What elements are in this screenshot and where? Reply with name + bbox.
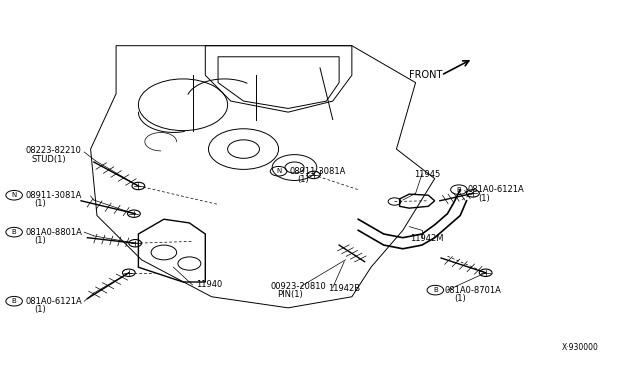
Text: (1): (1) [35, 305, 46, 314]
Text: 11945: 11945 [414, 170, 440, 179]
Text: 081A0-8801A: 081A0-8801A [26, 228, 83, 237]
Text: 081A0-6121A: 081A0-6121A [468, 185, 525, 194]
Text: STUD(1): STUD(1) [32, 155, 67, 164]
Text: PIN(1): PIN(1) [276, 291, 303, 299]
Text: 08911-3081A: 08911-3081A [26, 191, 82, 200]
Text: X·930000: X·930000 [562, 343, 599, 352]
Text: 11942B: 11942B [328, 284, 360, 293]
Text: (1): (1) [35, 199, 46, 208]
Text: (1): (1) [454, 294, 465, 303]
Text: B: B [456, 187, 461, 193]
Text: B: B [12, 298, 17, 304]
Text: FRONT: FRONT [409, 70, 443, 80]
Text: B: B [12, 229, 17, 235]
Text: 081A0-8701A: 081A0-8701A [444, 286, 501, 295]
Text: 08223-82210: 08223-82210 [26, 147, 81, 155]
Text: N: N [12, 192, 17, 198]
Text: N: N [276, 168, 281, 174]
Text: (1): (1) [298, 175, 310, 184]
Text: 11940: 11940 [196, 280, 222, 289]
Text: 081A0-6121A: 081A0-6121A [26, 297, 83, 306]
Text: (1): (1) [478, 194, 490, 203]
Text: 00923-20810: 00923-20810 [270, 282, 326, 291]
Text: (1): (1) [35, 236, 46, 245]
Text: B: B [433, 287, 438, 293]
Text: 08911-3081A: 08911-3081A [289, 167, 346, 176]
Text: 11942M: 11942M [410, 234, 444, 243]
